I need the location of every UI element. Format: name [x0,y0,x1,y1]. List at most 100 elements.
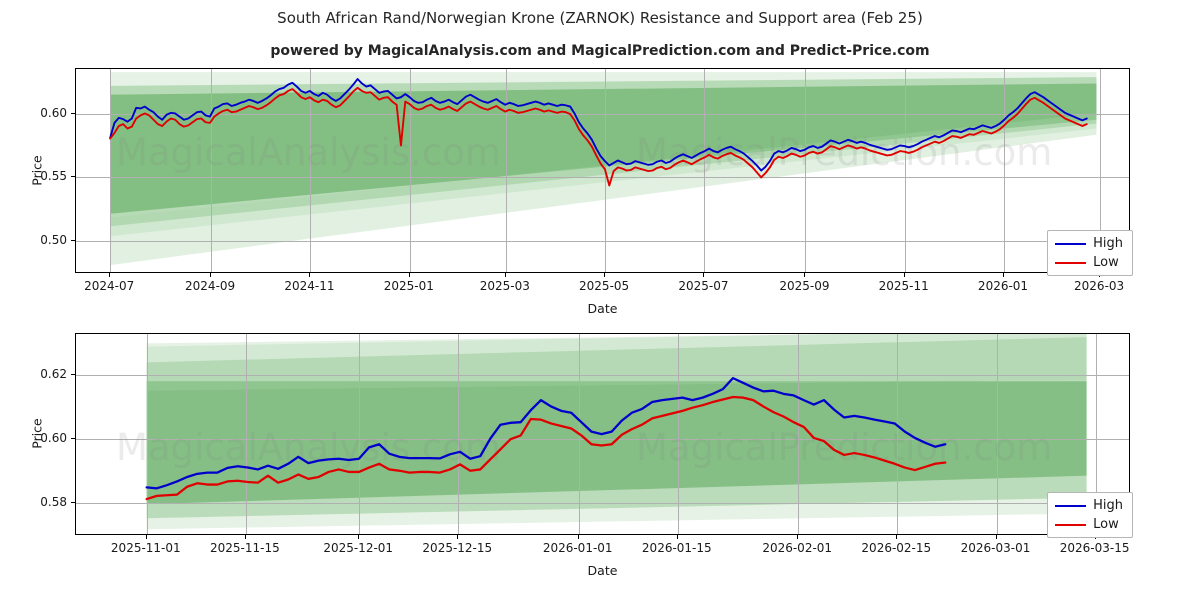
band-core [110,83,1097,214]
page-title: South African Rand/Norwegian Krone (ZARN… [277,9,923,27]
series-line-low [109,86,1088,187]
x-tick-label: 2026-03-15 [1059,541,1130,555]
zoom-y-axis-label: Price [29,418,45,449]
gridline-vertical [677,334,679,534]
x-tick-label: 2026-02-15 [861,541,932,555]
x-tick-mark [244,535,246,539]
x-tick-label: 2025-01 [383,279,434,293]
legend-row-high: High [1055,236,1123,251]
x-tick-mark [408,273,410,277]
y-tick-mark [71,112,75,114]
zoom-chart-panel: MagicalAnalysis.com MagicalPrediction.co… [30,333,1133,578]
x-tick-mark [577,535,579,539]
x-tick-label: 2026-01 [977,279,1029,293]
legend-label-high-2: High [1093,498,1123,513]
x-tick-mark [1003,273,1004,277]
overview-y-axis-label: Price [29,155,45,186]
legend-row-low: Low [1055,255,1123,270]
gridline-vertical [805,69,807,272]
overview-plot-area: MagicalAnalysis.com MagicalPrediction.co… [75,68,1130,273]
gridline-vertical [505,69,507,272]
x-tick-mark [504,273,506,277]
gridline-vertical [409,69,411,272]
gridline-horizontal [76,177,1129,179]
gridline-vertical [211,69,213,272]
x-tick-label: 2025-03 [479,279,530,293]
x-tick-label: 2026-03 [1074,279,1125,293]
legend-swatch-high [1055,242,1087,245]
gridline-vertical [996,334,998,534]
y-tick-label: 0.60 [40,431,67,445]
legend-swatch-high-2 [1055,504,1087,507]
gridline-vertical [458,334,460,534]
legend-label-low-2: Low [1093,517,1119,532]
x-tick-label: 2026-01-01 [542,541,613,555]
x-tick-label: 2026-02-01 [762,541,833,555]
x-tick-mark [358,535,360,539]
legend-row-high-2: High [1055,498,1123,513]
overview-legend: High Low [1047,230,1133,276]
gridline-vertical [146,334,148,534]
x-tick-label: 2025-11-01 [110,541,181,555]
legend-label-high: High [1093,236,1123,251]
x-tick-label: 2024-09 [185,279,236,293]
series-line-low [145,395,947,501]
gridline-horizontal [76,439,1129,440]
x-tick-mark [604,273,606,277]
overview-chart-panel: MagicalAnalysis.com MagicalPrediction.co… [30,68,1133,316]
y-tick-label: 0.58 [40,494,67,509]
gridline-vertical [904,69,906,272]
x-tick-label: 2025-07 [678,279,729,293]
gridline-vertical [1095,334,1097,534]
x-tick-mark [896,535,898,539]
x-tick-mark [676,535,678,539]
zoom-price-lines [145,376,947,501]
gridline-vertical [110,69,112,272]
overview-price-lines [109,78,1088,187]
gridline-vertical [245,334,247,534]
gridline-vertical [897,334,899,534]
gridline-vertical [359,334,361,534]
x-tick-mark [797,535,799,539]
y-tick-label: 0.50 [40,232,67,247]
x-tick-label: 2025-05 [579,279,630,293]
gridline-vertical [704,69,706,272]
x-tick-mark [804,273,806,277]
page-subtitle: powered by MagicalAnalysis.com and Magic… [270,43,930,59]
y-tick-mark [71,176,75,178]
gridline-horizontal [76,240,1129,242]
y-tick-mark [71,239,75,241]
y-tick-mark [71,438,75,439]
x-tick-label: 2026-03-01 [960,541,1031,555]
series-line-high [109,78,1088,172]
y-tick-label: 0.60 [40,105,67,120]
zoom-legend: High Low [1047,492,1133,538]
x-tick-label: 2025-12-15 [422,541,493,555]
legend-swatch-low [1055,261,1087,264]
x-tick-label: 2024-07 [84,279,135,293]
x-tick-mark [703,273,705,277]
x-tick-label: 2026-01-15 [641,541,712,555]
y-tick-label: 0.62 [40,367,67,382]
zoom-x-axis-label: Date [587,563,618,578]
y-tick-label: 0.55 [40,169,67,184]
legend-row-low-2: Low [1055,517,1123,532]
zoom-plot-area: MagicalAnalysis.com MagicalPrediction.co… [75,333,1130,535]
gridline-horizontal [76,502,1129,504]
x-tick-mark [903,273,905,277]
x-tick-label: 2025-12-01 [323,541,394,555]
band-upper-faint [146,334,1087,391]
x-tick-mark [109,273,111,277]
x-tick-mark [210,273,212,277]
band-lower-faint [110,113,1097,266]
x-tick-mark [309,273,311,277]
gridline-vertical [1004,69,1005,272]
x-tick-label: 2024-11 [284,279,335,293]
band-core [146,381,1087,505]
x-tick-mark [995,535,997,539]
x-tick-label: 2025-11 [878,279,929,293]
legend-swatch-low-2 [1055,523,1087,526]
x-tick-mark [457,535,459,539]
gridline-vertical [1100,69,1102,272]
